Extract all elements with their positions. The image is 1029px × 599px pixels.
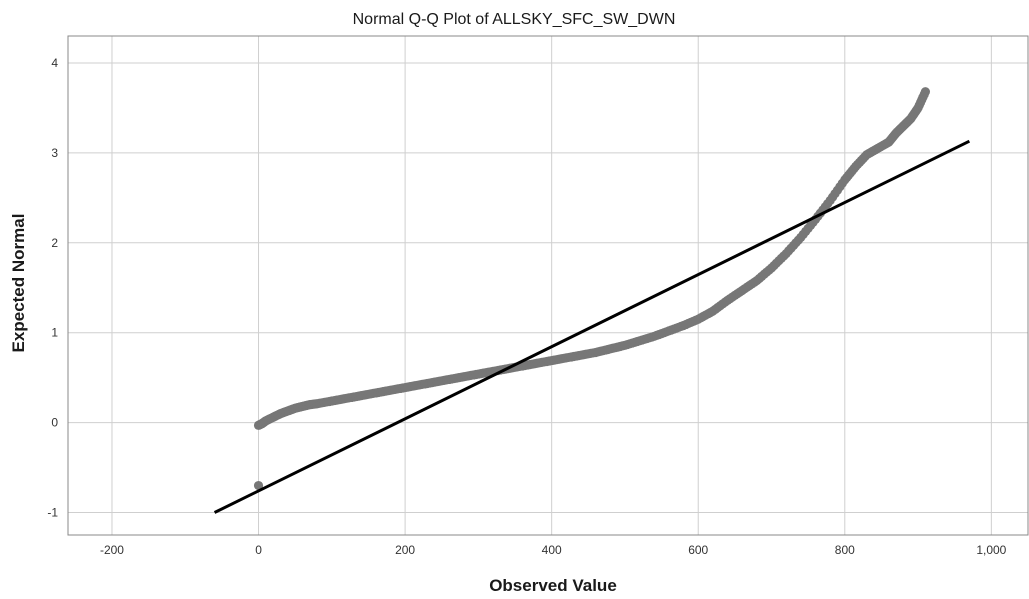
y-tick-label: 0 <box>51 416 58 430</box>
x-tick-label: 1,000 <box>976 543 1006 557</box>
x-tick-label: -200 <box>100 543 124 557</box>
plot-frame <box>67 35 1029 536</box>
tick-labels: -200 0 200 400 600 800 1,000 -1 0 1 2 3 4 <box>47 56 1006 557</box>
y-tick-label: 3 <box>51 146 58 160</box>
y-tick-label: 1 <box>51 326 58 340</box>
x-axis-label: Observed Value <box>489 576 617 595</box>
x-tick-label: 400 <box>542 543 562 557</box>
x-tick-label: 800 <box>835 543 855 557</box>
y-tick-label: -1 <box>47 506 58 520</box>
x-tick-label: 600 <box>688 543 708 557</box>
grid-lines <box>68 36 1028 535</box>
data-point <box>920 87 931 97</box>
x-tick-label: 200 <box>395 543 415 557</box>
data-point <box>253 480 264 491</box>
x-tick-label: 0 <box>255 543 262 557</box>
y-axis-label: Expected Normal <box>9 214 28 353</box>
y-tick-label: 4 <box>51 56 58 70</box>
y-tick-label: 2 <box>51 236 58 250</box>
data-points <box>253 87 931 491</box>
reference-line <box>213 139 971 514</box>
chart-title: Normal Q-Q Plot of ALLSKY_SFC_SW_DWN <box>353 11 676 28</box>
